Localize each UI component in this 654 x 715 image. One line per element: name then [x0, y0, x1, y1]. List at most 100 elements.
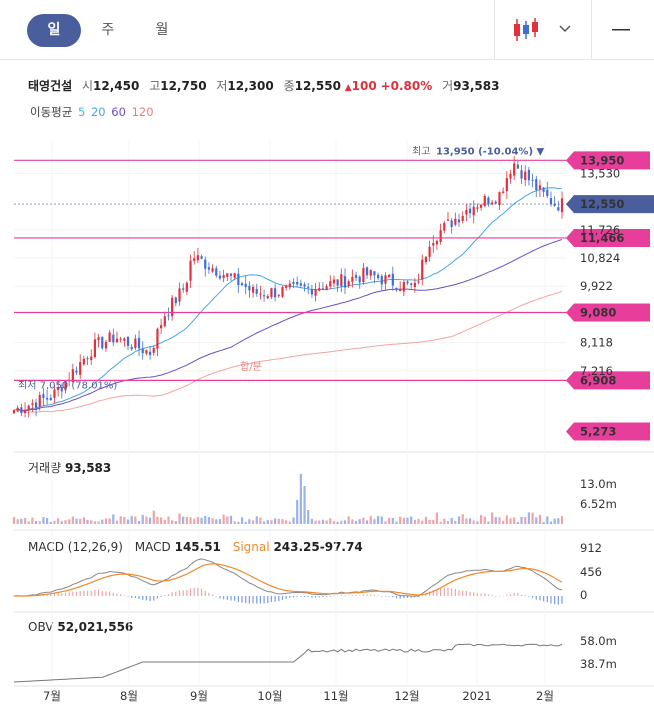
obv-panel-title: OBV 52,021,556 [28, 620, 133, 634]
macd-histogram-bar [410, 596, 412, 598]
macd-histogram-bar [123, 595, 125, 596]
candle-body [229, 273, 233, 276]
volume-bar [446, 521, 450, 524]
low-label: 저 [216, 79, 228, 93]
menu-button[interactable] [592, 0, 654, 60]
volume-bar [362, 517, 365, 524]
level-badge [566, 303, 650, 322]
chart-type-button[interactable] [495, 0, 593, 60]
candle-body [377, 274, 380, 279]
ma-20-line [13, 187, 563, 411]
macd-histogram-bar [145, 596, 148, 601]
macd-histogram-bar [186, 590, 188, 596]
macd-histogram-bar [451, 588, 453, 596]
macd-histogram-bar [395, 596, 398, 599]
candle-body [23, 409, 27, 413]
candle-body [428, 246, 431, 257]
high-annotation-prefix: 최고 [412, 145, 430, 157]
candle-body [487, 197, 490, 205]
candle-body [314, 289, 317, 296]
volume-bar [340, 520, 343, 524]
macd-histogram-bar [153, 596, 155, 601]
ma-60-line [13, 239, 563, 412]
candle-body [483, 195, 486, 206]
volume-bar [16, 519, 19, 524]
volume-bar [160, 517, 163, 524]
macd-histogram-bar [230, 596, 232, 601]
candle-body [527, 169, 530, 181]
macd-histogram-bar [351, 595, 353, 596]
candle-body [145, 350, 148, 354]
macd-histogram-bar [473, 592, 475, 596]
signal-line [13, 563, 563, 597]
candle-body [505, 178, 508, 192]
tab-weekly[interactable]: 주 [101, 22, 115, 38]
volume-bar [310, 518, 314, 524]
macd-histogram-bar [528, 596, 530, 597]
macd-histogram-bar [278, 596, 280, 602]
candle-body [388, 274, 391, 278]
chart-tools [494, 0, 654, 60]
volume-bar [513, 517, 516, 524]
y-tick-label: 13,530 [580, 166, 620, 180]
macd-line [13, 558, 563, 597]
hamburger-icon [612, 29, 631, 31]
candle-body [406, 281, 409, 284]
macd-histogram-bar [425, 593, 427, 596]
candle-body [531, 179, 534, 181]
volume-bar [527, 512, 530, 524]
volume-bar [178, 513, 181, 524]
volume-bar [130, 515, 133, 524]
volume-bar [174, 521, 177, 524]
candle-body [215, 268, 218, 276]
macd-histogram-bar [79, 590, 81, 596]
macd-histogram-bar [109, 591, 111, 596]
tab-daily[interactable]: 일 [27, 14, 81, 47]
volume-bar [318, 520, 321, 524]
macd-histogram-bar [182, 590, 184, 596]
tab-monthly[interactable]: 월 [155, 22, 169, 38]
candle-body [248, 285, 251, 291]
volume-bar [369, 516, 372, 524]
candle-body [251, 286, 255, 293]
volume-bar [439, 521, 442, 524]
y-tick-label: 9,922 [580, 279, 613, 293]
macd-histogram-bar [337, 595, 339, 597]
volume-bar [399, 516, 402, 524]
volume-bar [406, 517, 409, 524]
macd-histogram-bar [440, 588, 442, 596]
volume-bar [38, 521, 41, 524]
candle-body [281, 287, 284, 297]
macd-histogram-bar [241, 596, 243, 603]
volume-bar [354, 520, 358, 524]
signal-label: Signal [232, 540, 270, 554]
volume-bar [373, 519, 376, 524]
volume-bar [365, 520, 369, 524]
candle-body [461, 215, 464, 221]
volume-bar [468, 518, 472, 524]
volume-bar [461, 514, 464, 524]
macd-histogram-bar [326, 596, 328, 597]
volume-bar [428, 519, 431, 524]
candle-body [93, 339, 97, 358]
volume-bar [457, 516, 461, 524]
macd-histogram-bar [359, 595, 361, 597]
volume-bar [20, 518, 23, 524]
candle-body [108, 332, 111, 342]
volume-bar [421, 520, 424, 524]
candle-body [101, 336, 104, 349]
candle-body [432, 243, 435, 246]
candle-body [126, 336, 130, 346]
volume-bar [524, 517, 527, 524]
event-annotation: 합/분 [240, 361, 262, 373]
macd-histogram-bar [458, 590, 460, 596]
volume-bar [248, 519, 251, 524]
volume-bar [148, 517, 152, 524]
volume-bar [321, 519, 325, 524]
volume-bar [388, 517, 391, 524]
candle-body [417, 281, 420, 283]
volume-bar [281, 519, 284, 524]
candle-body [491, 202, 494, 205]
macd-histogram-bar [388, 596, 390, 597]
